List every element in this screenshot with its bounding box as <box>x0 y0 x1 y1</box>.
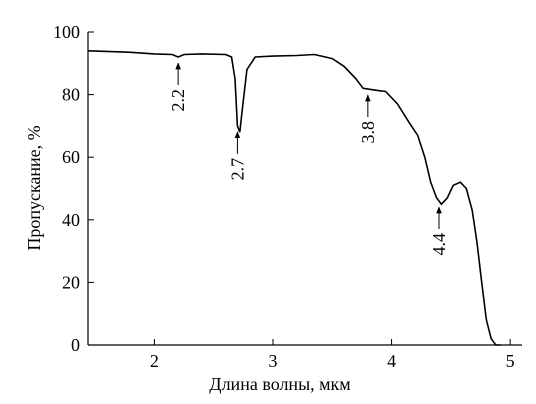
y-axis-label: Пропускание, % <box>24 125 44 250</box>
annotation-label: 2.7 <box>227 158 247 181</box>
x-axis-label: Длина волны, мкм <box>209 374 350 394</box>
annotation-label: 3.8 <box>358 121 378 144</box>
x-tick-label: 2 <box>150 351 159 371</box>
annotation-label: 4.4 <box>429 233 449 256</box>
y-tick-label: 0 <box>71 335 80 355</box>
y-tick-label: 40 <box>62 210 80 230</box>
y-tick-label: 20 <box>62 272 80 292</box>
x-tick-label: 4 <box>387 351 396 371</box>
annotation-label: 2.2 <box>168 89 188 112</box>
x-tick-label: 3 <box>268 351 277 371</box>
x-tick-label: 5 <box>506 351 515 371</box>
y-tick-label: 100 <box>53 22 80 42</box>
y-tick-label: 60 <box>62 147 80 167</box>
spectrum-line <box>87 50 501 346</box>
y-tick-label: 80 <box>62 85 80 105</box>
